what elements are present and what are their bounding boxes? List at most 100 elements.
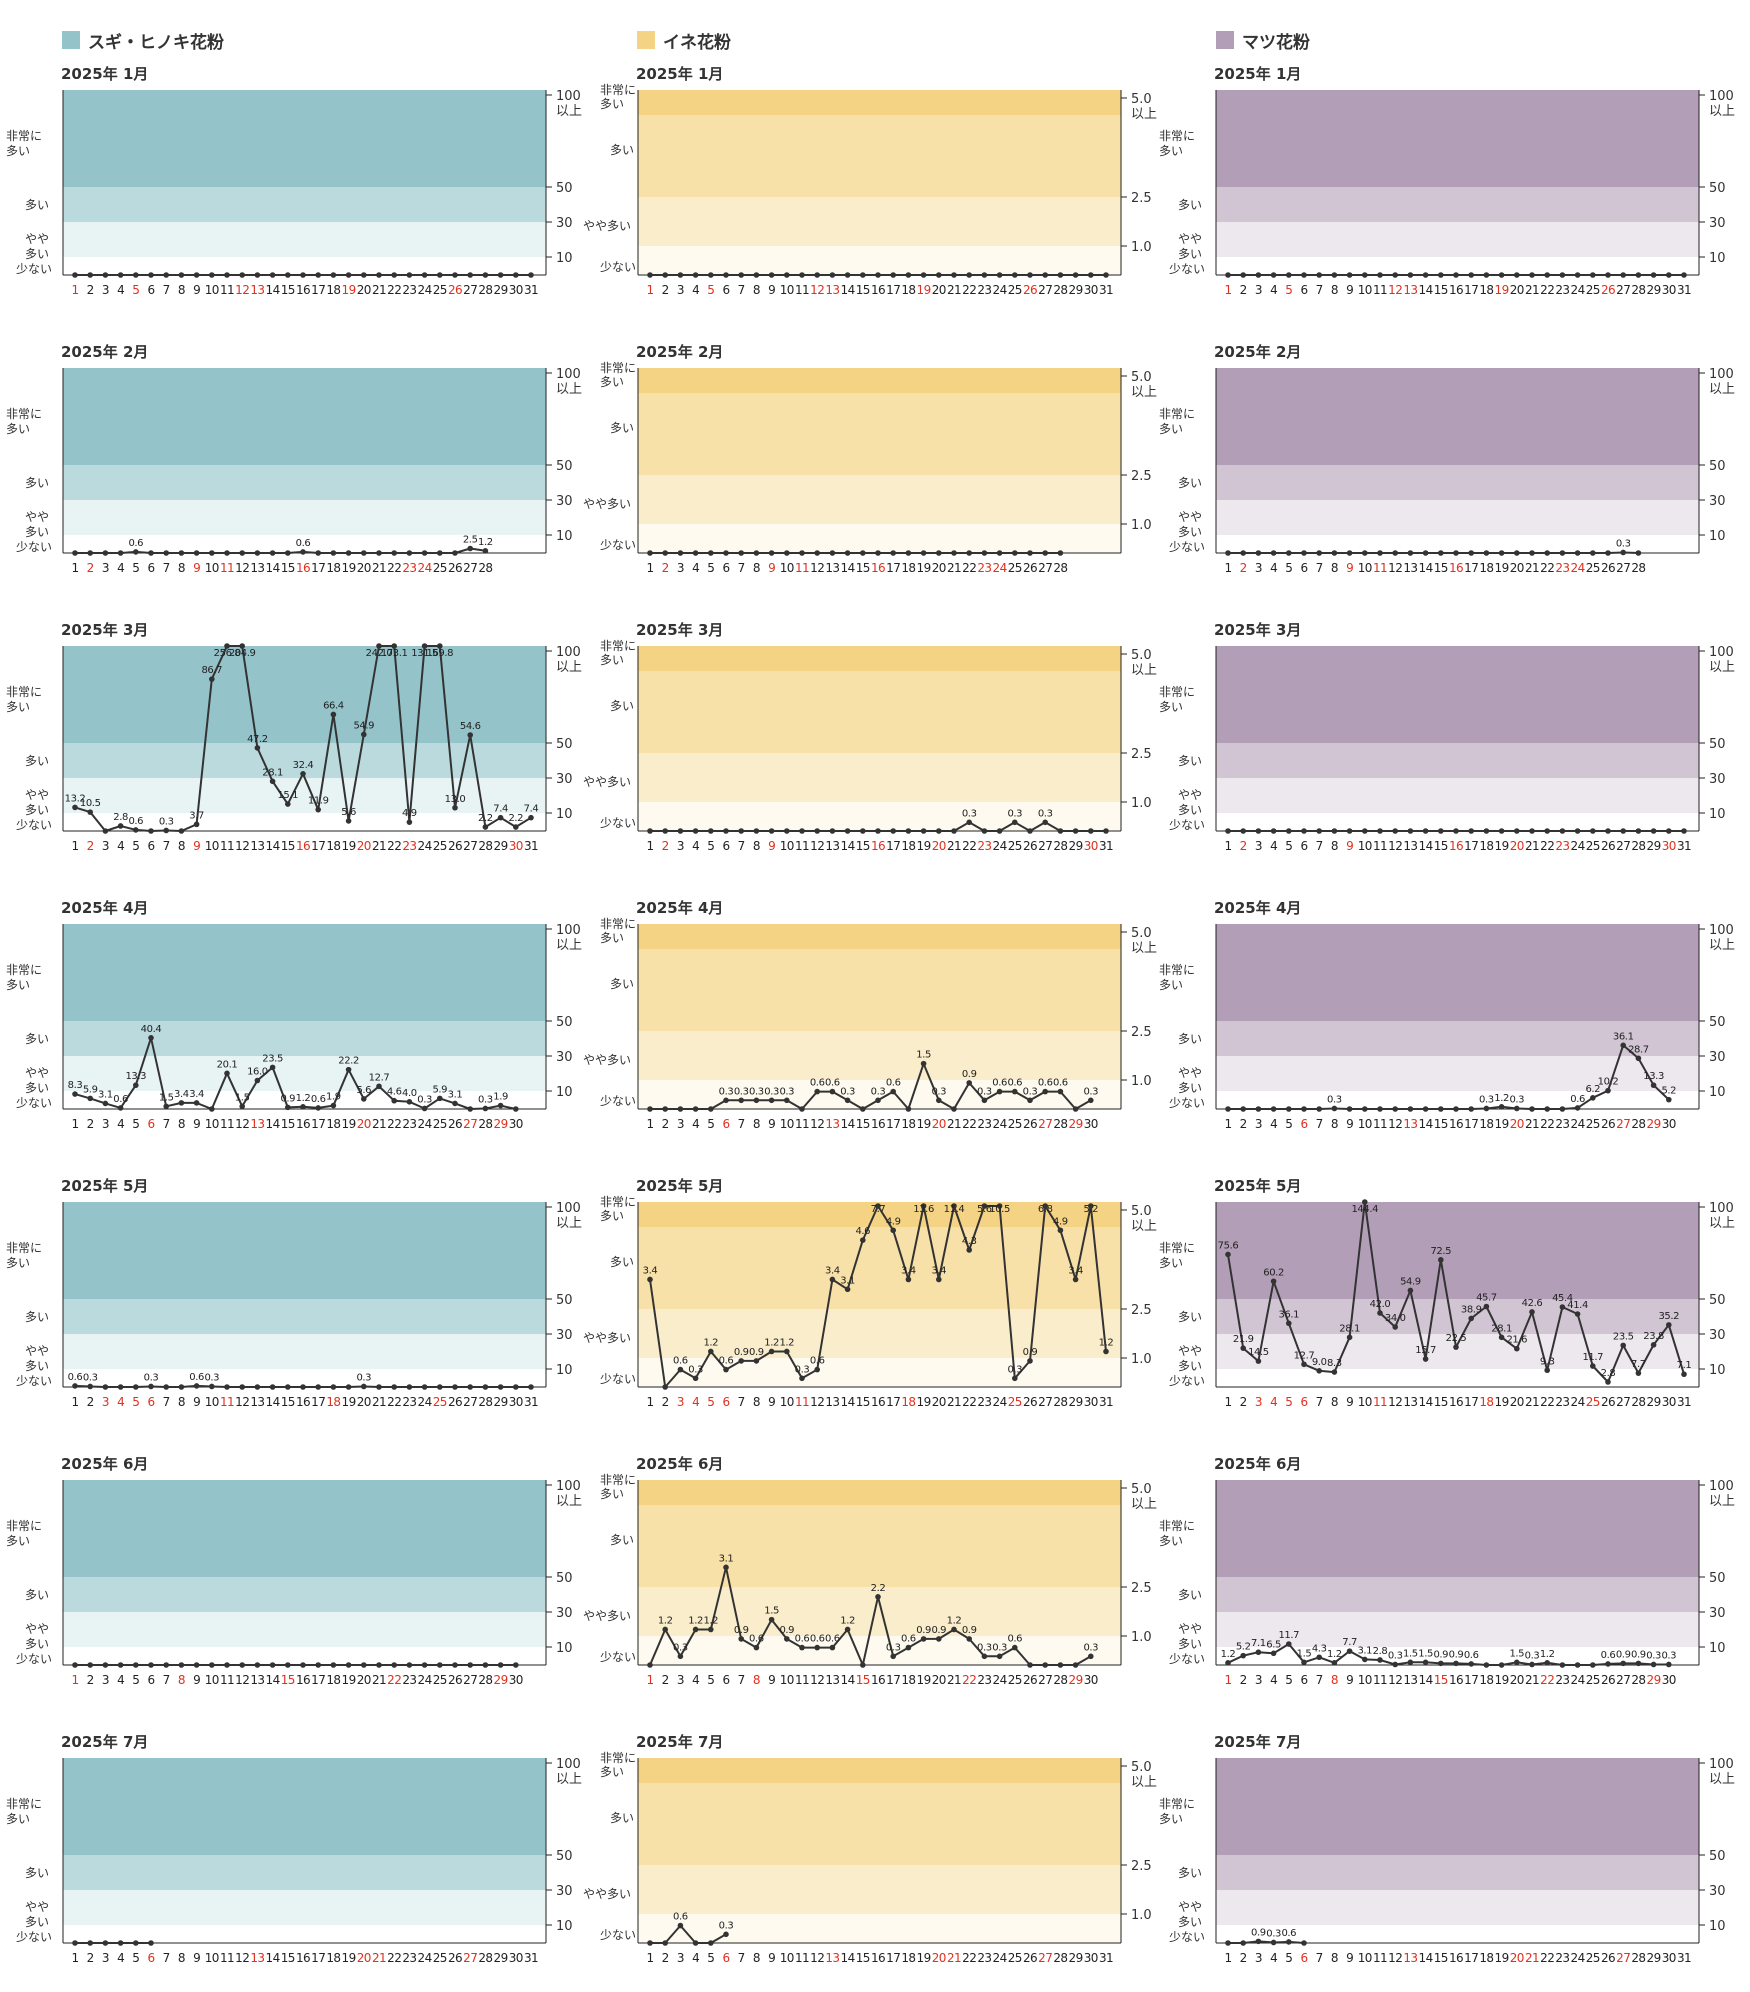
axis-tick-label: 10 bbox=[556, 1085, 573, 1100]
data-point bbox=[117, 1662, 124, 1668]
x-tick-label: 11 bbox=[795, 1395, 809, 1409]
axis-tick-label: 2.5 bbox=[1131, 1859, 1152, 1874]
x-tick-label: 9 bbox=[1346, 283, 1353, 297]
axis-tick-label-line: 30 bbox=[1709, 1050, 1726, 1065]
data-label: 0.3 bbox=[1327, 1094, 1342, 1105]
data-label: 21.9 bbox=[1233, 1334, 1254, 1345]
x-tick-label: 10 bbox=[1358, 839, 1372, 853]
level-label-line: 非常に bbox=[6, 685, 42, 699]
level-band bbox=[638, 1505, 1121, 1587]
data-point bbox=[677, 550, 684, 556]
x-tick-label: 3 bbox=[102, 1117, 109, 1131]
axis-tick-label: 2.5 bbox=[1131, 747, 1152, 762]
data-label: 10.5 bbox=[989, 1204, 1010, 1215]
data-point bbox=[860, 1237, 866, 1243]
data-label: 1.2 bbox=[703, 1615, 718, 1626]
data-label: 1.2 bbox=[947, 1615, 962, 1626]
level-band bbox=[638, 671, 1121, 753]
x-tick-label: 28 bbox=[1631, 1673, 1645, 1687]
x-tick-label: 19 bbox=[342, 1395, 356, 1409]
x-tick-label: 6 bbox=[1300, 1673, 1307, 1687]
x-tick-label: 12 bbox=[235, 1951, 249, 1965]
level-band bbox=[63, 90, 546, 187]
level-label-line: 多い bbox=[1178, 1359, 1202, 1373]
data-point bbox=[406, 550, 413, 556]
x-tick-label: 23 bbox=[977, 1395, 991, 1409]
data-point bbox=[1544, 1660, 1550, 1666]
x-tick-label: 22 bbox=[962, 1117, 976, 1131]
chart-title: 2025年 2月 bbox=[636, 343, 723, 361]
data-point bbox=[1042, 550, 1048, 556]
data-label: 2.8 bbox=[113, 812, 128, 823]
data-point bbox=[102, 1384, 109, 1390]
data-point bbox=[662, 1626, 668, 1633]
level-band bbox=[638, 1758, 1121, 1783]
x-tick-label: 20 bbox=[357, 1951, 371, 1965]
level-label: やや多い bbox=[1178, 510, 1202, 539]
data-point bbox=[829, 1088, 836, 1095]
data-point bbox=[467, 1384, 474, 1390]
level-label-line: 多い bbox=[600, 1487, 624, 1501]
x-tick-label: 7 bbox=[163, 561, 170, 575]
level-label: 少ない bbox=[16, 818, 52, 832]
x-tick-label: 6 bbox=[722, 839, 729, 853]
x-tick-label: 29 bbox=[1069, 283, 1083, 297]
data-point bbox=[662, 1106, 668, 1112]
data-point bbox=[482, 824, 489, 830]
x-tick-label: 4 bbox=[1270, 1117, 1277, 1131]
x-tick-label: 9 bbox=[1346, 1395, 1353, 1409]
data-label: 13.2 bbox=[65, 793, 86, 804]
x-tick-label: 24 bbox=[418, 1117, 432, 1131]
x-tick-label: 20 bbox=[932, 1673, 946, 1687]
x-tick-label: 5 bbox=[132, 561, 139, 575]
data-point bbox=[1498, 1334, 1505, 1341]
data-point bbox=[1574, 272, 1581, 278]
axis-tick-label-line: 1.0 bbox=[1131, 796, 1152, 811]
data-point bbox=[996, 1203, 1003, 1209]
data-label: 54.9 bbox=[353, 720, 374, 731]
data-point bbox=[1605, 828, 1611, 834]
data-point bbox=[87, 1940, 93, 1946]
x-tick-label: 15 bbox=[281, 1395, 295, 1409]
level-label-line: やや bbox=[25, 1622, 49, 1636]
x-tick-label: 11 bbox=[220, 1673, 234, 1687]
data-label: 1.2 bbox=[1221, 1649, 1236, 1660]
data-point bbox=[1681, 272, 1687, 278]
x-tick-label: 26 bbox=[448, 1673, 462, 1687]
data-point bbox=[72, 804, 78, 811]
x-tick-label: 16 bbox=[871, 839, 885, 853]
x-tick-label: 23 bbox=[977, 839, 991, 853]
x-tick-label: 8 bbox=[1331, 1117, 1338, 1131]
x-tick-label: 5 bbox=[132, 839, 139, 853]
x-tick-label: 22 bbox=[1540, 561, 1554, 575]
data-label: 22.5 bbox=[1446, 1333, 1467, 1344]
axis-tick-label: 5.0以上 bbox=[1131, 926, 1157, 956]
level-band bbox=[1216, 778, 1699, 813]
data-point bbox=[723, 1097, 729, 1104]
data-label: 0.6 bbox=[68, 1372, 83, 1383]
x-tick-label: 20 bbox=[357, 561, 371, 575]
axis-tick-label: 10 bbox=[1709, 1919, 1726, 1934]
level-band bbox=[638, 393, 1121, 475]
axis-tick-label-line: 30 bbox=[556, 1328, 573, 1343]
data-point bbox=[875, 550, 881, 556]
data-point bbox=[1027, 550, 1033, 556]
x-tick-label: 18 bbox=[901, 1395, 915, 1409]
level-label: 少ない bbox=[600, 1094, 636, 1108]
level-label: やや多い bbox=[583, 1331, 631, 1345]
x-tick-label: 22 bbox=[962, 283, 976, 297]
level-label-line: 非常に bbox=[1159, 1797, 1195, 1811]
x-tick-label: 10 bbox=[1358, 1395, 1372, 1409]
data-point bbox=[376, 1083, 382, 1090]
x-tick-label: 10 bbox=[205, 1117, 219, 1131]
level-label: 少ない bbox=[600, 1650, 636, 1664]
data-label: 11.9 bbox=[308, 796, 329, 807]
x-tick-label: 14 bbox=[841, 283, 855, 297]
data-point bbox=[920, 1636, 927, 1642]
